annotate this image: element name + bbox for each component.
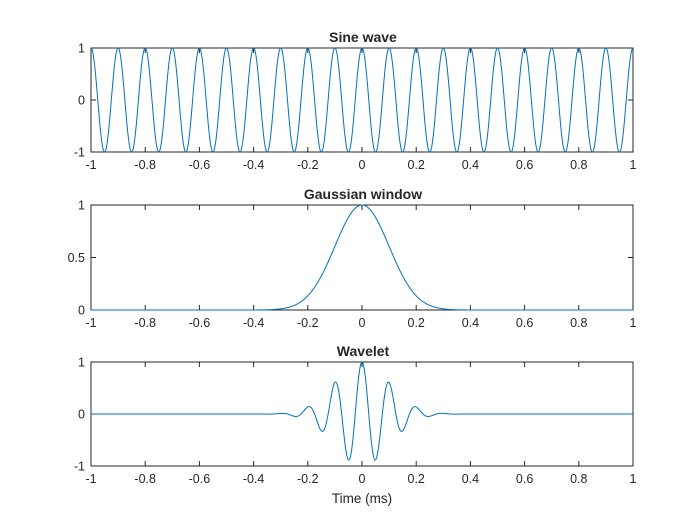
plot-area: [90, 204, 634, 311]
x-axis-label: Time (ms): [332, 491, 392, 506]
series-line: [91, 361, 633, 461]
x-tick-label: 0.6: [516, 316, 533, 330]
x-tick-label: 0.6: [516, 472, 533, 486]
x-tick-label: 1: [630, 472, 637, 486]
x-tick-label: 0: [359, 158, 366, 172]
y-tick-label: 1: [78, 42, 85, 56]
chart-title: Sine wave: [329, 29, 397, 45]
x-tick-label: -0.8: [134, 158, 156, 172]
y-tick-label: 0: [78, 94, 85, 108]
y-tick-label: 0.5: [68, 251, 85, 265]
plot-area: [90, 47, 634, 153]
x-tick-label: -0.6: [189, 316, 211, 330]
x-tick-label: 0.8: [570, 316, 587, 330]
x-tick-label: -1: [85, 158, 96, 172]
subplot-wavelet: Wavelet -1 -0.8 -0.6 -0.4 -0.2 0 0.2 0.4 0.6 0.8 1…: [74, 343, 637, 506]
x-tick-label: -0.2: [297, 472, 319, 486]
subplot-sine-wave: Sine wave -1 -0.8 -0.6 -0.4 -0.2 0 0.2 0.4 0.6 0.…: [74, 29, 637, 172]
y-tick-label: 1: [78, 356, 85, 370]
x-tick-label: 0.8: [570, 158, 587, 172]
x-tick-label: -0.6: [189, 472, 211, 486]
x-tick-label: 0.4: [462, 316, 479, 330]
x-tick-label: -0.8: [134, 316, 156, 330]
x-tick-label: 1: [630, 316, 637, 330]
series-line: [91, 204, 633, 311]
y-tick-label: 0: [78, 304, 85, 318]
series-line: [90, 47, 634, 153]
x-tick-label: -0.2: [297, 316, 319, 330]
x-tick-label: -1: [85, 472, 96, 486]
x-tick-label: 0: [359, 472, 366, 486]
y-tick-label: -1: [74, 146, 85, 160]
x-tick-label: 0.4: [462, 472, 479, 486]
x-tick-label: -0.8: [134, 472, 156, 486]
plot-marks: -1 -0.8 -0.6 -0.4 -0.2 0 0.2 0.4 0.6 0.8 1 0 0.5 1: [68, 199, 637, 331]
x-tick-label: -0.4: [243, 472, 265, 486]
x-tick-label: 0.4: [462, 158, 479, 172]
y-tick-label: 1: [78, 199, 85, 213]
x-tick-label: -0.2: [297, 158, 319, 172]
x-tick-label: 0.2: [408, 316, 425, 330]
x-tick-label: 0.8: [570, 472, 587, 486]
x-tick-label: -1: [85, 316, 96, 330]
plot-marks: -1 -0.8 -0.6 -0.4 -0.2 0 0.2 0.4 0.6 0.8 1 -1 0 1: [74, 356, 637, 487]
plot-marks: -1 -0.8 -0.6 -0.4 -0.2 0 0.2 0.4 0.6 0.8 1 -1 0 1: [74, 42, 637, 173]
chart-title: Gaussian window: [304, 186, 422, 202]
x-tick-label: -0.4: [243, 316, 265, 330]
x-tick-label: -0.4: [243, 158, 265, 172]
x-tick-label: 0.2: [408, 472, 425, 486]
y-tick-label: 0: [78, 408, 85, 422]
x-tick-label: 0: [359, 316, 366, 330]
x-tick-label: 1: [630, 158, 637, 172]
chart-title: Wavelet: [337, 343, 390, 359]
x-tick-label: 0.6: [516, 158, 533, 172]
y-tick-label: -1: [74, 460, 85, 474]
subplot-gaussian-window: Gaussian window -1 -0.8 -0.6 -0.4 -0.2 0 0.2 0.…: [68, 186, 637, 330]
x-tick-label: 0.2: [408, 158, 425, 172]
x-tick-label: -0.6: [189, 158, 211, 172]
